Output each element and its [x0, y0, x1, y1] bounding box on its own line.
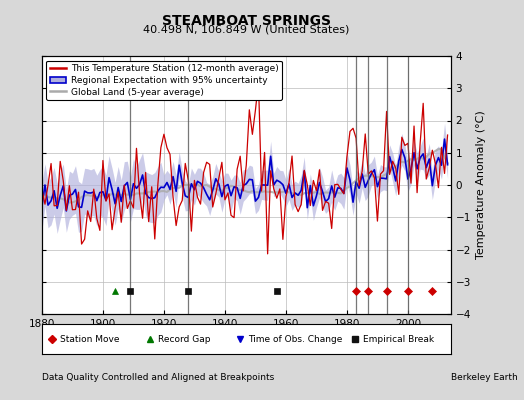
- Y-axis label: Temperature Anomaly (°C): Temperature Anomaly (°C): [476, 111, 486, 259]
- Text: STEAMBOAT SPRINGS: STEAMBOAT SPRINGS: [162, 14, 331, 28]
- Text: Station Move: Station Move: [60, 334, 120, 344]
- Legend: This Temperature Station (12-month average), Regional Expectation with 95% uncer: This Temperature Station (12-month avera…: [47, 60, 282, 100]
- Text: Record Gap: Record Gap: [158, 334, 211, 344]
- Text: Time of Obs. Change: Time of Obs. Change: [248, 334, 343, 344]
- Text: 40.498 N, 106.849 W (United States): 40.498 N, 106.849 W (United States): [143, 25, 350, 35]
- Text: Data Quality Controlled and Aligned at Breakpoints: Data Quality Controlled and Aligned at B…: [42, 374, 274, 382]
- Text: Berkeley Earth: Berkeley Earth: [451, 374, 517, 382]
- Text: Empirical Break: Empirical Break: [363, 334, 434, 344]
